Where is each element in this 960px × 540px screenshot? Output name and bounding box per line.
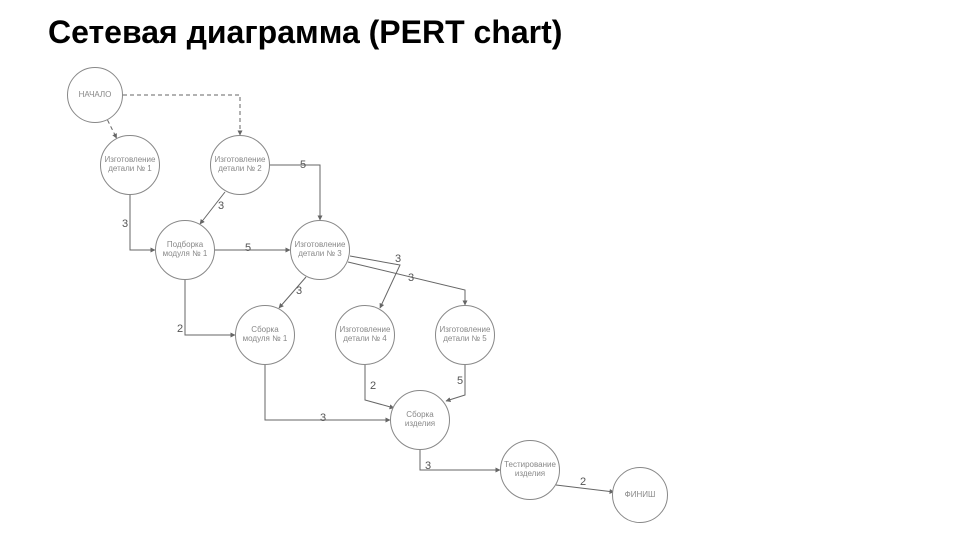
- node-start: НАЧАЛО: [67, 67, 123, 123]
- node-label: Тестирование изделия: [503, 461, 557, 479]
- node-label: ФИНИШ: [625, 491, 656, 500]
- node-d2: Изготовление детали № 2: [210, 135, 270, 195]
- edge-label-d2-m1: 3: [218, 200, 224, 212]
- edge-label-d5-asm: 5: [457, 375, 463, 387]
- node-label: Изготовление детали № 2: [213, 156, 267, 174]
- node-label: Подборка модуля № 1: [158, 241, 212, 259]
- edge-label-d1-m1: 3: [122, 218, 128, 230]
- node-label: Изготовление детали № 3: [293, 241, 347, 259]
- node-label: Изготовление детали № 5: [438, 326, 492, 344]
- node-label: Сборка изделия: [393, 411, 447, 429]
- edge-label-m1-d3: 5: [245, 242, 251, 254]
- edge-d3-d4: [350, 256, 400, 308]
- edge-label-d3-d4: 3: [395, 253, 401, 265]
- diagram-canvas: НАЧАЛО Изготовление детали № 1 Изготовлени…: [0, 0, 960, 540]
- node-sm1: Сборка модуля № 1: [235, 305, 295, 365]
- edge-d2-d3: [270, 165, 320, 220]
- node-label: Сборка модуля № 1: [238, 326, 292, 344]
- node-d5: Изготовление детали № 5: [435, 305, 495, 365]
- edge-label-sm1-asm: 3: [320, 412, 326, 424]
- edges-layer: [0, 0, 960, 540]
- node-finish: ФИНИШ: [612, 467, 668, 523]
- edge-start-d1: [108, 120, 117, 138]
- edge-asm-test: [420, 450, 500, 470]
- edge-label-d3-sm1: 3: [296, 285, 302, 297]
- node-label: Изготовление детали № 1: [103, 156, 157, 174]
- edge-label-d3-d5: 3: [408, 272, 414, 284]
- edge-start-d2: [123, 95, 240, 135]
- edge-label-d2-d3: 5: [300, 159, 306, 171]
- node-label: НАЧАЛО: [79, 91, 112, 100]
- edge-d3-d5: [348, 262, 465, 305]
- node-d3: Изготовление детали № 3: [290, 220, 350, 280]
- node-asm: Сборка изделия: [390, 390, 450, 450]
- edge-d1-m1: [130, 195, 155, 250]
- edge-label-d4-asm: 2: [370, 380, 376, 392]
- node-label: Изготовление детали № 4: [338, 326, 392, 344]
- node-d1: Изготовление детали № 1: [100, 135, 160, 195]
- edge-sm1-asm: [265, 365, 390, 420]
- node-d4: Изготовление детали № 4: [335, 305, 395, 365]
- edge-label-test-finish: 2: [580, 476, 586, 488]
- node-test: Тестирование изделия: [500, 440, 560, 500]
- edge-label-m1-sm1: 2: [177, 323, 183, 335]
- node-m1: Подборка модуля № 1: [155, 220, 215, 280]
- edge-m1-sm1: [185, 280, 235, 335]
- edge-label-asm-test: 3: [425, 460, 431, 472]
